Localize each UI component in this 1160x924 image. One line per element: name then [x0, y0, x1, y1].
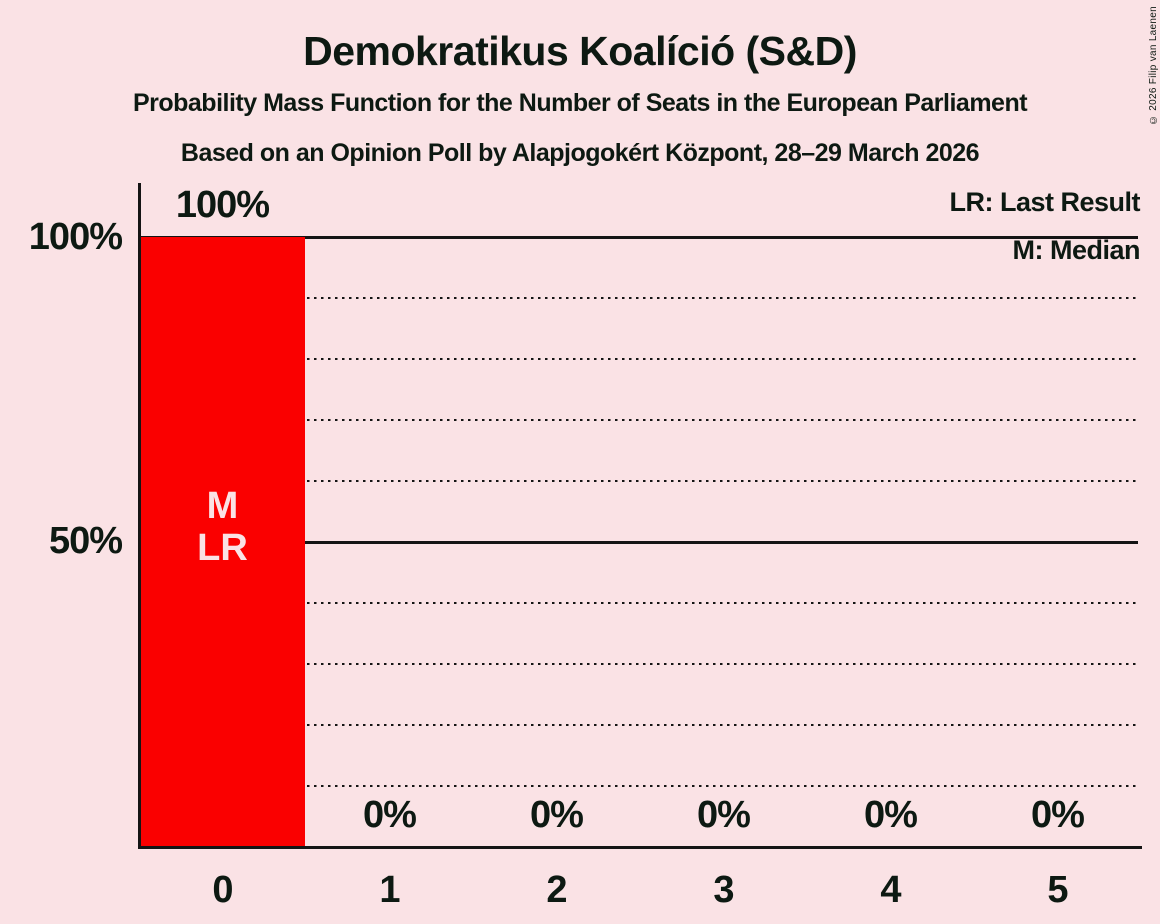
- bar-seats-0: [140, 237, 305, 846]
- gridline-solid-50: [139, 540, 1138, 544]
- x-tick-label-2: 2: [546, 869, 567, 911]
- value-label-seats-1: 0%: [363, 794, 417, 836]
- x-tick-label-3: 3: [713, 869, 734, 911]
- gridline-dotted-10: [139, 784, 1138, 788]
- legend-median: M: Median: [1012, 235, 1141, 265]
- y-axis-label-100: 100%: [28, 216, 123, 258]
- value-label-seats-2: 0%: [530, 794, 584, 836]
- x-axis-line: [138, 846, 1142, 849]
- median-marker-text: M: [206, 485, 239, 527]
- gridline-dotted-40: [139, 601, 1138, 605]
- gridline-dotted-30: [139, 662, 1138, 666]
- gridline-solid-100: [139, 235, 1138, 239]
- x-tick-label-4: 4: [880, 869, 901, 911]
- chart-source-line: Based on an Opinion Poll by Alapjogokért…: [180, 139, 980, 167]
- value-label-seats-4: 0%: [864, 794, 918, 836]
- median-last-result-label: M LR: [139, 485, 306, 569]
- gridline-dotted-80: [139, 357, 1138, 361]
- x-tick-label-5: 5: [1047, 869, 1068, 911]
- legend-last-result: LR: Last Result: [949, 187, 1140, 217]
- value-label-seats-3: 0%: [697, 794, 751, 836]
- chart-title: Demokratikus Koalíció (S&D): [303, 28, 857, 74]
- y-axis-line: [138, 183, 141, 849]
- last-result-marker-text: LR: [197, 527, 248, 569]
- x-tick-label-1: 1: [379, 869, 400, 911]
- gridline-dotted-70: [139, 418, 1138, 422]
- gridline-dotted-90: [139, 296, 1138, 300]
- gridline-dotted-60: [139, 479, 1138, 483]
- chart-subtitle: Probability Mass Function for the Number…: [132, 89, 1028, 117]
- gridline-dotted-20: [139, 723, 1138, 727]
- value-label-seats-0: 100%: [175, 184, 270, 226]
- x-tick-label-0: 0: [212, 869, 233, 911]
- y-axis-label-50: 50%: [48, 520, 123, 562]
- value-label-seats-5: 0%: [1031, 794, 1085, 836]
